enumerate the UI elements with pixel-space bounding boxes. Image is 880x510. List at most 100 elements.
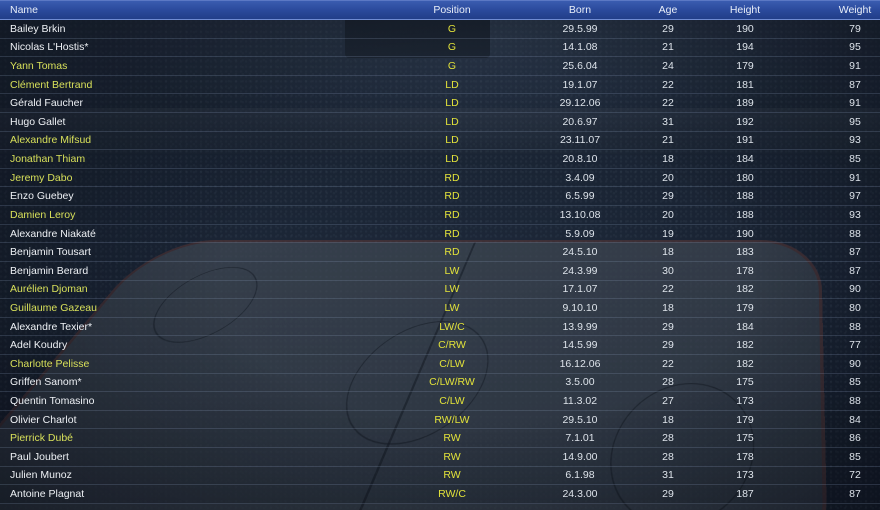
- table-row[interactable]: Alexandre Texier* LW/C 13.9.99 29 184 88: [0, 317, 880, 337]
- player-age: 18: [662, 413, 674, 426]
- table-body: Bailey Brkin G 29.5.99 29 190 79 Nicolas L'Hos…: [0, 20, 880, 504]
- player-name: Yann Tomas: [10, 60, 68, 73]
- table-row[interactable]: Olivier Charlot RW/LW 29.5.10 18 179 84: [0, 410, 880, 430]
- table-row[interactable]: Adel Koudry C/RW 14.5.99 29 182 77: [0, 336, 880, 355]
- table-row[interactable]: Gérald Faucher LD 29.12.06 22 189 91: [0, 94, 880, 114]
- player-height: 190: [736, 227, 754, 240]
- player-name: Jeremy Dabo: [10, 171, 73, 184]
- player-position: RD: [444, 246, 460, 259]
- table-row[interactable]: Jonathan Thiam LD 20.8.10 18 184 85: [0, 150, 880, 169]
- player-height: 180: [736, 171, 754, 184]
- table-row[interactable]: Paul Joubert RW 14.9.00 28 178 85: [0, 448, 880, 467]
- player-position: RW: [443, 450, 461, 463]
- player-age: 21: [662, 41, 674, 54]
- player-position: RD: [444, 227, 460, 240]
- player-age: 29: [662, 488, 674, 501]
- player-position: LW: [444, 264, 460, 277]
- player-height: 182: [736, 357, 754, 370]
- player-born: 29.5.99: [562, 22, 598, 35]
- player-height: 179: [736, 60, 754, 73]
- column-header-name[interactable]: Name: [10, 4, 39, 16]
- column-header-height[interactable]: Height: [729, 4, 761, 16]
- player-position: RD: [444, 171, 460, 184]
- table-row[interactable]: Damien Leroy RD 13.10.08 20 188 93: [0, 206, 880, 225]
- table-row[interactable]: Bailey Brkin G 29.5.99 29 190 79: [0, 20, 880, 39]
- column-header-weight[interactable]: Weight: [838, 4, 872, 16]
- player-name: Alexandre Mifsud: [10, 134, 92, 147]
- table-row[interactable]: Hugo Gallet LD 20.6.97 31 192 95: [0, 113, 880, 132]
- column-header-position[interactable]: Position: [433, 4, 471, 16]
- player-weight: 88: [849, 227, 861, 240]
- table-row[interactable]: Benjamin Berard LW 24.3.99 30 178 87: [0, 261, 880, 281]
- player-name: Enzo Guebey: [10, 190, 74, 203]
- player-name: Bailey Brkin: [10, 22, 66, 35]
- player-born: 14.9.00: [562, 450, 598, 463]
- player-name: Benjamin Tousart: [10, 246, 91, 259]
- player-born: 9.10.10: [562, 301, 598, 314]
- table-row[interactable]: Aurélien Djoman LW 17.1.07 22 182 90: [0, 280, 880, 300]
- player-position: G: [447, 41, 457, 54]
- player-age: 18: [662, 153, 674, 166]
- player-weight: 86: [849, 432, 861, 445]
- player-age: 20: [662, 208, 674, 221]
- player-age: 31: [662, 469, 674, 482]
- player-position: RW/LW: [434, 413, 470, 426]
- player-height: 184: [736, 320, 754, 333]
- table-row[interactable]: Enzo Guebey RD 6.5.99 29 188 97: [0, 187, 880, 207]
- table-row[interactable]: Jeremy Dabo RD 3.4.09 20 180 91: [0, 168, 880, 188]
- table-row[interactable]: Antoine Plagnat RW/C 24.3.00 29 187 87: [0, 485, 880, 504]
- player-born: 29.12.06: [559, 97, 601, 110]
- table-row[interactable]: Alexandre Mifsud LD 23.11.07 21 191 93: [0, 131, 880, 151]
- player-weight: 85: [849, 450, 861, 463]
- player-born: 3.4.09: [565, 171, 595, 184]
- player-name: Julien Munoz: [10, 469, 72, 482]
- column-header-age[interactable]: Age: [658, 4, 678, 16]
- player-born: 23.11.07: [559, 134, 601, 147]
- player-height: 181: [736, 78, 754, 91]
- player-height: 175: [736, 432, 754, 445]
- player-name: Olivier Charlot: [10, 413, 77, 426]
- table-row[interactable]: Clément Bertrand LD 19.1.07 22 181 87: [0, 75, 880, 95]
- table-row[interactable]: Quentin Tomasino C/LW 11.3.02 27 173 88: [0, 392, 880, 411]
- player-born: 24.3.00: [562, 488, 598, 501]
- table-row[interactable]: Alexandre Niakaté RD 5.9.09 19 190 88: [0, 224, 880, 244]
- column-header-born[interactable]: Born: [568, 4, 592, 16]
- player-height: 179: [736, 301, 754, 314]
- player-name: Charlotte Pelisse: [10, 357, 90, 370]
- table-row[interactable]: Guillaume Gazeau LW 9.10.10 18 179 80: [0, 299, 880, 318]
- player-height: 182: [736, 283, 754, 296]
- player-name: Pierrick Dubé: [10, 432, 74, 445]
- table-row[interactable]: Yann Tomas G 25.6.04 24 179 91: [0, 57, 880, 76]
- player-height: 178: [736, 450, 754, 463]
- table-row[interactable]: Pierrick Dubé RW 7.1.01 28 175 86: [0, 429, 880, 449]
- player-age: 24: [662, 60, 674, 73]
- player-weight: 91: [849, 97, 861, 110]
- player-weight: 72: [849, 469, 861, 482]
- player-height: 188: [736, 190, 754, 203]
- player-name: Aurélien Djoman: [10, 283, 88, 296]
- table-row[interactable]: Griffen Sanom* C/LW/RW 3.5.00 28 175 85: [0, 373, 880, 393]
- player-height: 178: [736, 264, 754, 277]
- table-row[interactable]: Nicolas L'Hostis* G 14.1.08 21 194 95: [0, 38, 880, 58]
- player-position: C/LW/RW: [429, 376, 475, 389]
- player-age: 29: [662, 190, 674, 203]
- player-weight: 88: [849, 394, 861, 407]
- player-weight: 97: [849, 190, 861, 203]
- player-age: 28: [662, 450, 674, 463]
- player-age: 29: [662, 339, 674, 352]
- player-name: Adel Koudry: [10, 339, 68, 352]
- player-weight: 93: [849, 134, 861, 147]
- player-name: Damien Leroy: [10, 208, 76, 221]
- table-row[interactable]: Charlotte Pelisse C/LW 16.12.06 22 182 90: [0, 354, 880, 374]
- player-height: 189: [736, 97, 754, 110]
- player-born: 14.1.08: [562, 41, 598, 54]
- player-age: 22: [662, 97, 674, 110]
- player-height: 183: [736, 246, 754, 259]
- player-age: 22: [662, 78, 674, 91]
- table-row[interactable]: Benjamin Tousart RD 24.5.10 18 183 87: [0, 243, 880, 262]
- player-height: 187: [736, 488, 754, 501]
- player-name: Alexandre Texier*: [10, 320, 93, 333]
- table-row[interactable]: Julien Munoz RW 6.1.98 31 173 72: [0, 466, 880, 486]
- player-age: 30: [662, 264, 674, 277]
